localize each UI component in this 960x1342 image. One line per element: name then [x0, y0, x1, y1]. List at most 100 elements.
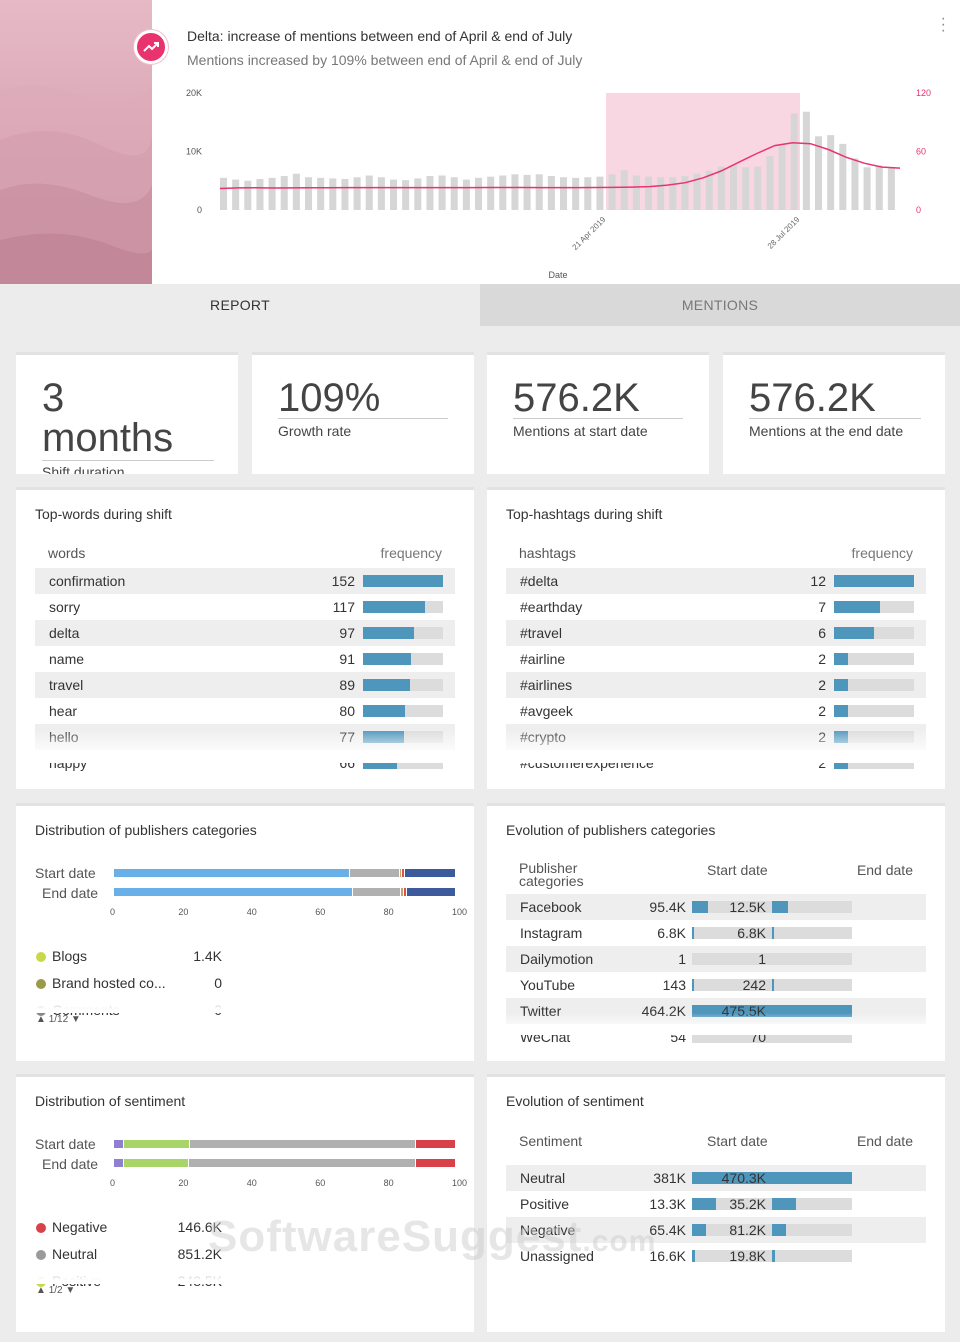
list-item[interactable]: #delta 12 [506, 568, 926, 594]
column-header-start[interactable]: Start date [707, 1133, 768, 1149]
table-row[interactable]: Dailymotion 1 1 [506, 946, 926, 972]
value-bar [772, 927, 774, 939]
stack-segment[interactable] [415, 1159, 455, 1167]
table-row[interactable]: Neutral 381K 470.3K [506, 1165, 926, 1191]
mention-bar [742, 167, 750, 210]
start-value: 16.6K [649, 1248, 686, 1264]
list-item[interactable]: hear 80 [35, 698, 455, 724]
column-header-end[interactable]: End date [856, 1133, 913, 1149]
mention-bar [475, 177, 483, 210]
value-bar-track [692, 1224, 772, 1236]
mention-bar [620, 170, 628, 210]
list-item[interactable]: #airline 2 [506, 646, 926, 672]
stack-segment[interactable] [415, 1140, 455, 1148]
start-value: 143 [662, 977, 686, 993]
mention-bar [377, 177, 385, 210]
value-bar-track [692, 1250, 772, 1262]
list-item[interactable]: confirmation 152 [35, 568, 455, 594]
stack-segment[interactable] [399, 869, 402, 877]
mention-bar [499, 175, 507, 210]
stack-segment[interactable] [401, 888, 403, 896]
mention-bar [280, 176, 288, 210]
sentiment-evolution-card: Evolution of sentiment Sentiment Start d… [487, 1074, 945, 1332]
mention-bar [596, 176, 604, 210]
column-header-frequency[interactable]: frequency [380, 545, 442, 561]
publishers-evolution-card: Evolution of publishers categories Publi… [487, 803, 945, 1061]
value-bar [692, 1250, 696, 1262]
card-title: Distribution of sentiment [35, 1093, 186, 1109]
legend-dot-icon [36, 1223, 46, 1233]
list-item[interactable]: #avgeek 2 [506, 698, 926, 724]
legend-label: Blogs [52, 948, 88, 964]
column-header-end[interactable]: End date [856, 862, 913, 878]
mention-bar [426, 176, 434, 210]
legend-value: 0 [214, 975, 222, 991]
row-label: Negative [520, 1222, 576, 1238]
frequency-bar [363, 679, 410, 691]
column-header-sentiment[interactable]: Sentiment [519, 1133, 583, 1149]
kpi-divider [42, 460, 214, 461]
list-item[interactable]: sorry 117 [35, 594, 455, 620]
frequency-bar [834, 653, 848, 665]
row-label: Dailymotion [520, 951, 594, 967]
stack-segment[interactable] [188, 1159, 415, 1167]
publishers-distribution-card: Distribution of publishers categories St… [16, 803, 474, 1061]
stack-segment[interactable] [190, 1140, 415, 1148]
x-tick-label: 80 [383, 1178, 394, 1188]
more-options-icon[interactable]: · · · [940, 10, 946, 39]
tab-report[interactable]: REPORT [0, 284, 480, 326]
list-item[interactable]: #travel 6 [506, 620, 926, 646]
stack-segment[interactable] [123, 1159, 188, 1167]
list-item[interactable]: name 91 [35, 646, 455, 672]
stack-segment[interactable] [404, 888, 406, 896]
table-row[interactable]: Unassigned 16.6K 19.8K [506, 1243, 926, 1269]
tab-bar: REPORT MENTIONS [0, 284, 960, 326]
frequency-bar-track [834, 679, 914, 691]
table-row[interactable]: Negative 65.4K 81.2K [506, 1217, 926, 1243]
stack-segment[interactable] [123, 1140, 190, 1148]
stack-segment[interactable] [114, 888, 353, 896]
list-item[interactable]: #airlines 2 [506, 672, 926, 698]
table-row[interactable]: Positive 13.3K 35.2K [506, 1191, 926, 1217]
stack-segment[interactable] [353, 888, 401, 896]
legend-pager[interactable]: ▲ 1/12 ▼ [36, 1014, 81, 1025]
legend-item[interactable]: Neutral [36, 1246, 97, 1262]
legend-item[interactable]: Blogs [36, 948, 87, 964]
mention-bar [390, 179, 398, 210]
kpi-divider [749, 418, 921, 419]
legend-fade [16, 993, 474, 1013]
stack-segment[interactable] [402, 869, 405, 877]
list-item[interactable]: delta 97 [35, 620, 455, 646]
legend-item[interactable]: Negative [36, 1219, 107, 1235]
table-row[interactable]: Facebook 95.4K 12.5K [506, 894, 926, 920]
stack-segment[interactable] [114, 1140, 123, 1148]
stack-segment[interactable] [405, 869, 455, 877]
frequency-bar-track [834, 601, 914, 613]
legend-item[interactable]: Brand hosted co... [36, 975, 166, 991]
tab-mentions[interactable]: MENTIONS [480, 284, 960, 326]
x-axis-label: Date [548, 270, 567, 280]
kpi-value: 109% [278, 376, 381, 420]
list-item[interactable]: #earthday 7 [506, 594, 926, 620]
x-tick-label: 40 [246, 1178, 257, 1188]
legend-pager[interactable]: ▲ 1/2 ▼ [36, 1285, 76, 1296]
stack-segment[interactable] [349, 869, 399, 877]
item-frequency: 152 [331, 573, 355, 589]
table-row[interactable]: YouTube 143 242 [506, 972, 926, 998]
value-bar [772, 979, 774, 991]
value-bar-track [772, 927, 852, 939]
stack-segment[interactable] [406, 888, 455, 896]
list-item[interactable]: travel 89 [35, 672, 455, 698]
column-header-category[interactable]: Publisher categories [519, 860, 584, 889]
item-frequency: 7 [818, 599, 826, 615]
table-row[interactable]: Instagram 6.8K 6.8K [506, 920, 926, 946]
column-header-start[interactable]: Start date [707, 862, 768, 878]
stack-segment[interactable] [114, 869, 349, 877]
column-header-words[interactable]: words [48, 545, 86, 561]
kpi-value: 576.2K [749, 376, 876, 420]
frequency-bar-track [363, 705, 443, 717]
stack-segment[interactable] [114, 1159, 123, 1167]
column-header-frequency[interactable]: frequency [851, 545, 913, 561]
mentions-trend-line [219, 141, 901, 190]
column-header-hashtags[interactable]: hashtags [519, 545, 576, 561]
